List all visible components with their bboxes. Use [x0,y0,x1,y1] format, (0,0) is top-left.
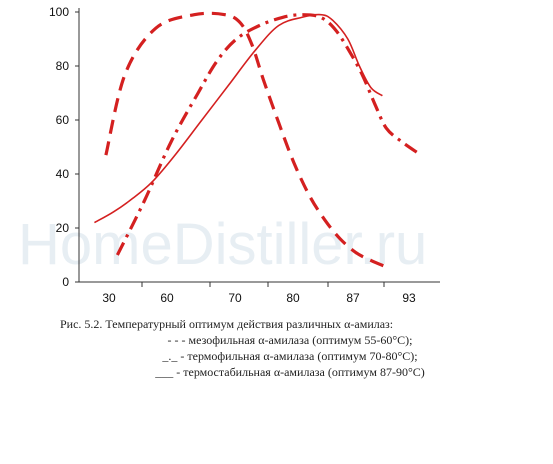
figure-caption: Рис. 5.2. Температурный оптимум действия… [60,316,520,380]
x-tick-label: 80 [286,291,300,305]
caption-legend-thermostable: ___ - термостабильная α-амилаза (оптимум… [155,365,425,379]
caption-legend-mesophilic: - - - мезофильная α-амилаза (оптимум 55-… [167,333,413,347]
x-tick-label: 70 [228,291,242,305]
x-tick-label: 30 [102,291,116,305]
y-tick-label: 0 [62,275,69,289]
y-tick-label: 100 [49,5,69,19]
axes-group: 0 20 40 60 80 100 30 60 70 80 87 93 [49,5,440,305]
x-tick-label: 93 [402,291,416,305]
y-tick-label: 40 [56,167,70,181]
y-tick-label: 80 [56,59,70,73]
series-line-dash-dot [115,13,418,256]
y-tick-label: 60 [56,113,70,127]
series-line-solid [94,13,383,224]
series-layer [94,11,418,270]
watermark-text: HomeDistiller.ru [18,212,427,277]
x-tick-label: 60 [160,291,174,305]
x-tick-label: 87 [346,291,360,305]
caption-title: Рис. 5.2. Температурный оптимум действия… [60,317,394,331]
y-tick-label: 20 [56,221,70,235]
caption-legend-thermophilic: _._ - термофильная α-амилаза (оптимум 70… [162,349,418,363]
